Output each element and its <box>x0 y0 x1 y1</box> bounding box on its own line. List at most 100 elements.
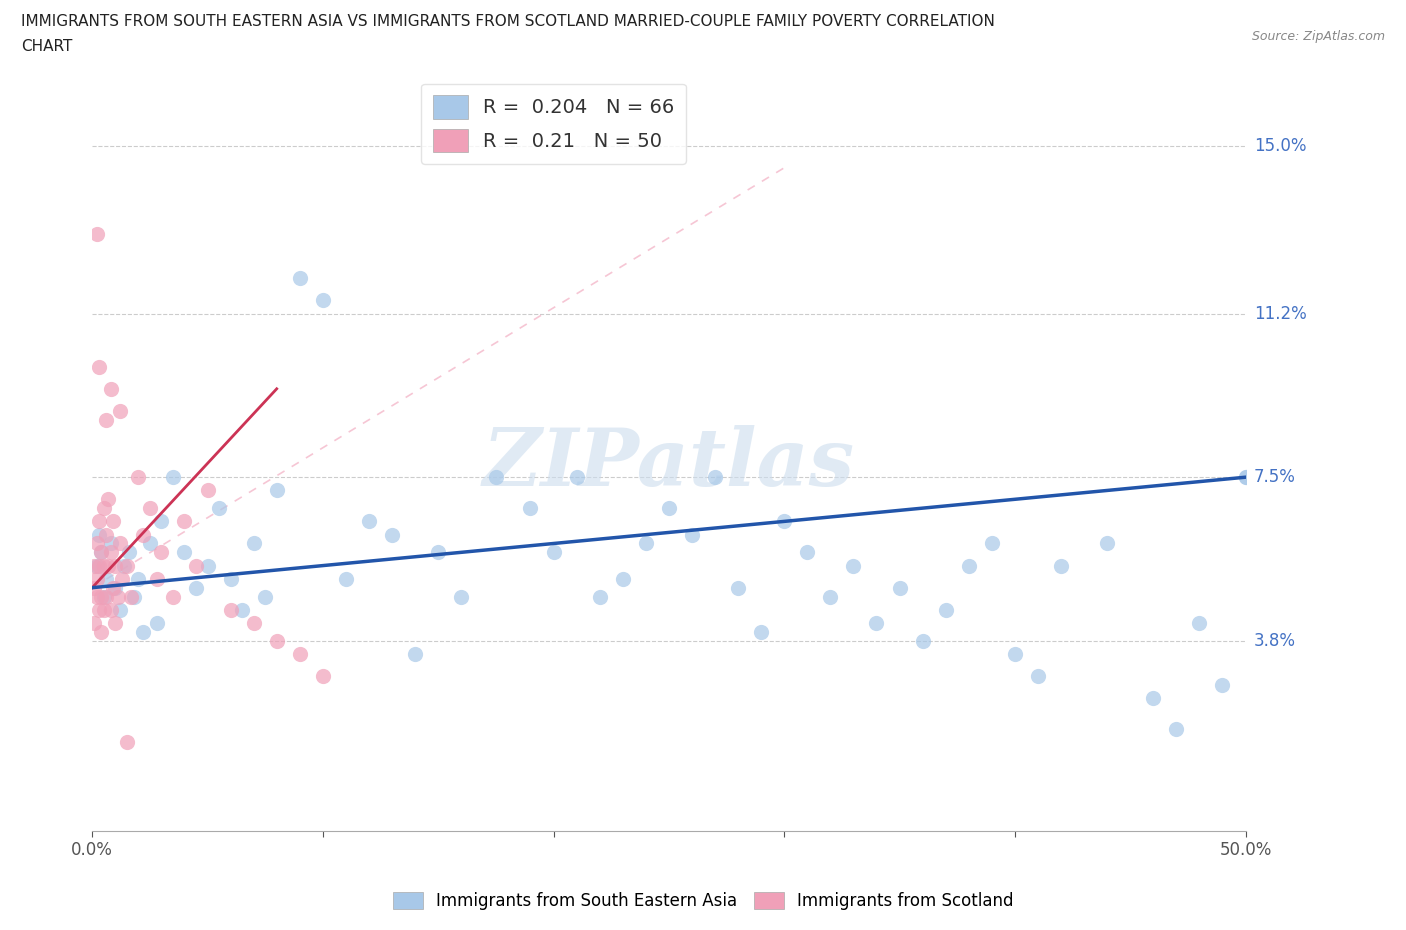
Point <box>94 527 117 542</box>
Point <box>83 580 105 595</box>
Point <box>108 603 131 618</box>
Point <box>87 359 110 374</box>
Point <box>427 545 450 560</box>
Text: 3.8%: 3.8% <box>1254 631 1296 650</box>
Point <box>612 571 634 586</box>
Text: 7.5%: 7.5% <box>1254 468 1296 486</box>
Point <box>796 545 818 560</box>
Point <box>889 580 911 595</box>
Point <box>727 580 749 595</box>
Point <box>485 470 508 485</box>
Point <box>114 558 136 573</box>
Point <box>1095 536 1118 551</box>
Point <box>865 616 887 631</box>
Point <box>100 381 122 396</box>
Point <box>312 669 335 684</box>
Point <box>1142 691 1164 706</box>
Point <box>108 404 131 418</box>
Point <box>90 545 112 560</box>
Point <box>93 500 115 515</box>
Point <box>681 527 703 542</box>
Point <box>83 616 105 631</box>
Point <box>357 514 380 529</box>
Point <box>162 470 184 485</box>
Point <box>150 545 173 560</box>
Text: IMMIGRANTS FROM SOUTH EASTERN ASIA VS IMMIGRANTS FROM SCOTLAND MARRIED-COUPLE FA: IMMIGRANTS FROM SOUTH EASTERN ASIA VS IM… <box>21 14 995 29</box>
Point <box>150 514 173 529</box>
Point <box>704 470 727 485</box>
Point <box>957 558 980 573</box>
Point <box>519 500 541 515</box>
Point <box>254 589 277 604</box>
Point <box>86 589 108 604</box>
Point <box>450 589 472 604</box>
Point <box>86 571 108 586</box>
Point <box>93 589 115 604</box>
Point <box>127 571 149 586</box>
Point <box>1234 470 1257 485</box>
Point <box>288 646 311 661</box>
Point <box>842 558 865 573</box>
Point <box>184 580 207 595</box>
Text: 11.2%: 11.2% <box>1254 305 1306 323</box>
Point <box>86 558 108 573</box>
Text: Source: ZipAtlas.com: Source: ZipAtlas.com <box>1251 30 1385 43</box>
Point <box>589 589 612 604</box>
Point <box>115 735 138 750</box>
Point <box>208 500 231 515</box>
Point <box>94 571 117 586</box>
Legend: Immigrants from South Eastern Asia, Immigrants from Scotland: Immigrants from South Eastern Asia, Immi… <box>385 885 1021 917</box>
Point <box>93 558 115 573</box>
Point <box>100 603 122 618</box>
Point <box>101 580 124 595</box>
Point <box>104 558 127 573</box>
Text: CHART: CHART <box>21 39 73 54</box>
Point <box>266 633 288 648</box>
Point <box>87 603 110 618</box>
Point <box>749 624 772 639</box>
Point <box>219 571 242 586</box>
Point <box>101 514 124 529</box>
Point <box>122 589 145 604</box>
Point <box>118 545 141 560</box>
Point <box>97 492 120 507</box>
Point <box>90 589 112 604</box>
Point <box>335 571 357 586</box>
Point <box>543 545 565 560</box>
Point <box>111 571 134 586</box>
Point <box>87 527 110 542</box>
Point <box>1166 722 1188 737</box>
Point <box>104 616 127 631</box>
Point <box>820 589 842 604</box>
Point <box>935 603 957 618</box>
Point <box>100 545 122 560</box>
Point <box>86 227 108 242</box>
Point <box>1050 558 1073 573</box>
Point <box>87 558 110 573</box>
Point <box>120 589 142 604</box>
Point <box>94 589 117 604</box>
Point <box>115 558 138 573</box>
Point <box>219 603 242 618</box>
Legend: R =  0.204   N = 66, R =  0.21   N = 50: R = 0.204 N = 66, R = 0.21 N = 50 <box>420 84 686 164</box>
Point <box>108 536 131 551</box>
Point <box>231 603 253 618</box>
Point <box>184 558 207 573</box>
Point <box>94 412 117 427</box>
Point <box>980 536 1002 551</box>
Point <box>1026 669 1049 684</box>
Point <box>173 514 195 529</box>
Point <box>773 514 796 529</box>
Point <box>100 536 122 551</box>
Point <box>90 624 112 639</box>
Point <box>145 571 167 586</box>
Point <box>132 624 155 639</box>
Point <box>139 500 162 515</box>
Point <box>197 558 219 573</box>
Point <box>173 545 195 560</box>
Point <box>93 603 115 618</box>
Point <box>242 536 264 551</box>
Point <box>312 293 335 308</box>
Point <box>127 470 149 485</box>
Point <box>132 527 155 542</box>
